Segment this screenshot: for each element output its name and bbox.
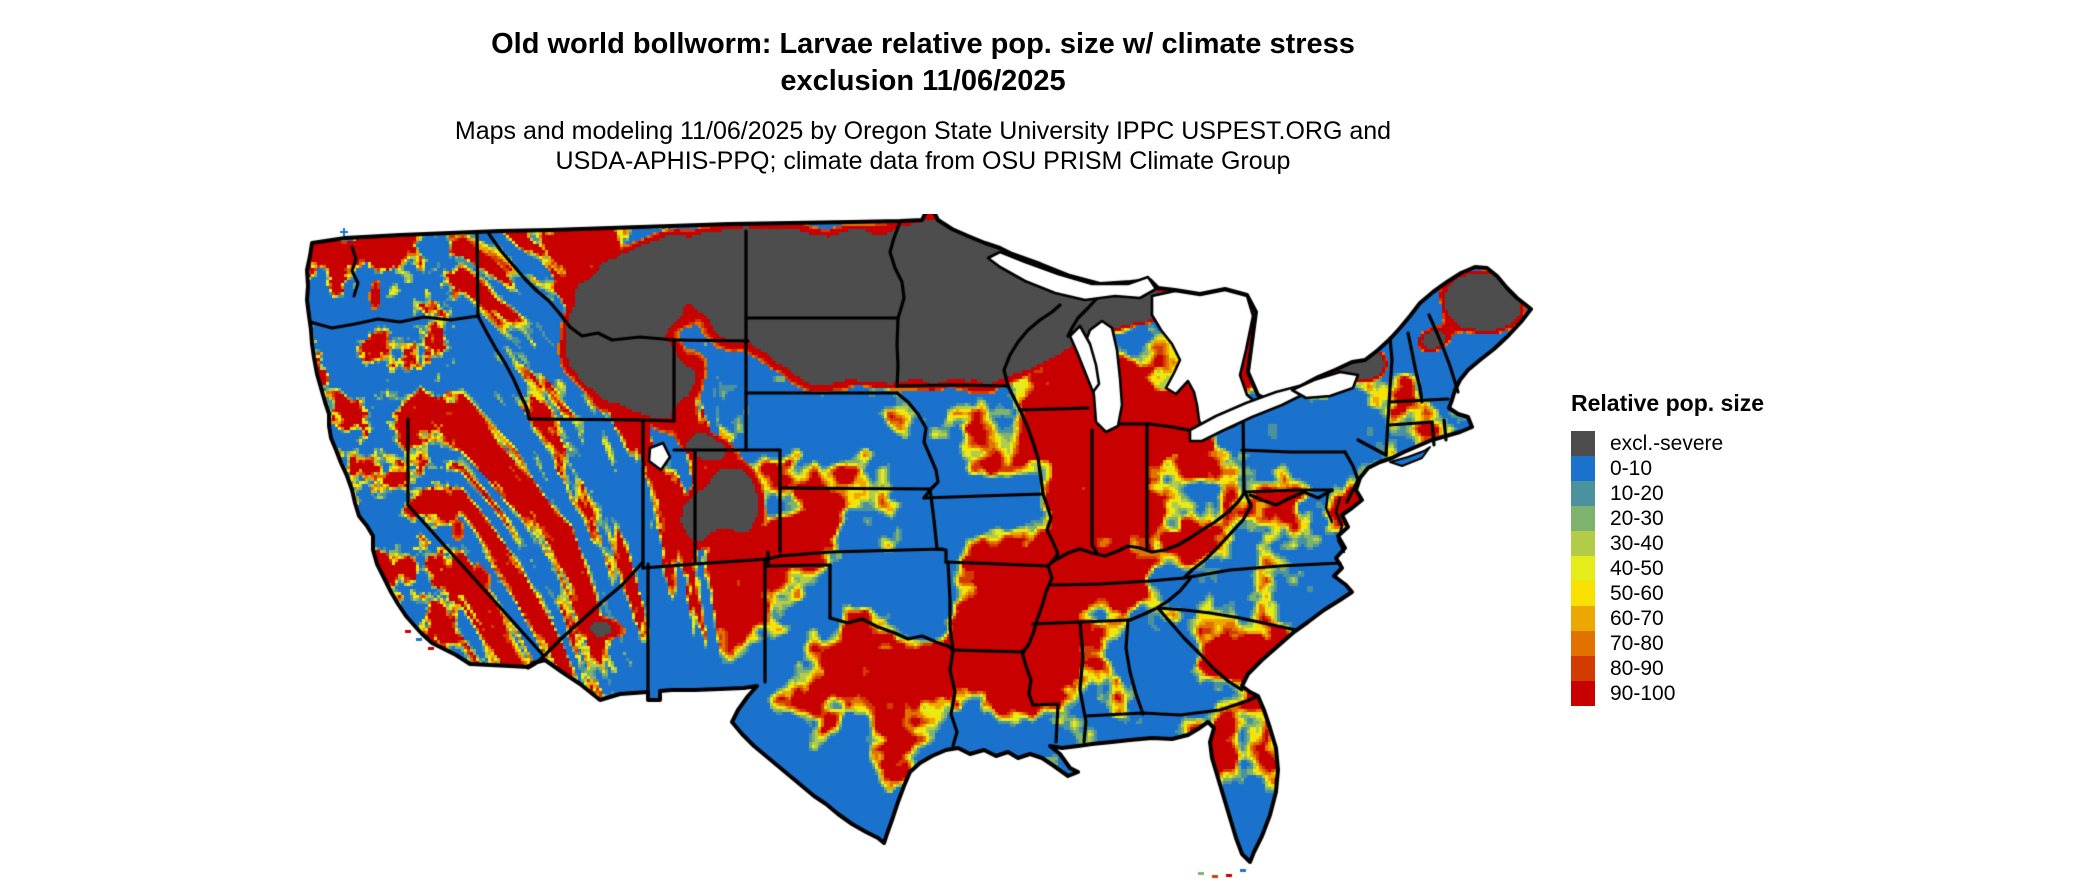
legend-swatch [1571, 431, 1595, 456]
legend-rows: excl.-severe 0-10 10-20 20-30 30-40 40-50 50-6… [1571, 431, 1831, 706]
legend-swatch [1571, 556, 1595, 581]
legend-item: 80-90 [1571, 656, 1831, 681]
legend-swatch [1571, 456, 1595, 481]
legend-label: 60-70 [1610, 607, 1664, 630]
legend-swatch [1571, 506, 1595, 531]
figure-header: Old world bollworm: Larvae relative pop.… [300, 26, 1546, 176]
legend-swatch [1571, 531, 1595, 556]
map-subtitle-line1: Maps and modeling 11/06/2025 by Oregon S… [454, 117, 1392, 145]
legend-label: 70-80 [1610, 632, 1664, 655]
legend-label: 10-20 [1610, 482, 1664, 505]
map-title-line2: exclusion 11/06/2025 [780, 65, 1066, 97]
legend-item: 10-20 [1571, 481, 1831, 506]
map-subtitle-line2: USDA-APHIS-PPQ; climate data from OSU PR… [555, 147, 1291, 175]
legend-swatch [1571, 681, 1595, 706]
legend-label: 0-10 [1610, 457, 1653, 480]
legend-item: 70-80 [1571, 631, 1831, 656]
legend-swatch [1571, 581, 1595, 606]
legend-item: 30-40 [1571, 531, 1831, 556]
legend-label: 90-100 [1610, 682, 1676, 705]
legend-label: excl.-severe [1610, 432, 1724, 455]
legend-item: 50-60 [1571, 581, 1831, 606]
legend-label: 20-30 [1610, 507, 1664, 530]
legend-title: Relative pop. size [1571, 390, 1765, 416]
legend-swatch [1571, 631, 1595, 656]
legend-item: 90-100 [1571, 681, 1831, 706]
legend-item: 20-30 [1571, 506, 1831, 531]
legend-label: 40-50 [1610, 557, 1664, 580]
legend-swatch [1571, 656, 1595, 681]
legend-swatch [1571, 481, 1595, 506]
map-subtitle: Maps and modeling 11/06/2025 by Oregon S… [300, 116, 1546, 176]
map-title: Old world bollworm: Larvae relative pop.… [300, 26, 1546, 100]
legend-swatch [1571, 606, 1595, 631]
legend-label: 50-60 [1610, 582, 1664, 605]
legend-item: 40-50 [1571, 556, 1831, 581]
map-title-line1: Old world bollworm: Larvae relative pop.… [491, 28, 1355, 60]
legend: Relative pop. size excl.-severe 0-10 10-20… [1571, 390, 1831, 706]
legend-label: 80-90 [1610, 657, 1664, 680]
us-map-canvas [296, 214, 1546, 890]
legend-item: 60-70 [1571, 606, 1831, 631]
legend-item: 0-10 [1571, 456, 1831, 481]
legend-item: excl.-severe [1571, 431, 1831, 456]
legend-label: 30-40 [1610, 532, 1664, 555]
